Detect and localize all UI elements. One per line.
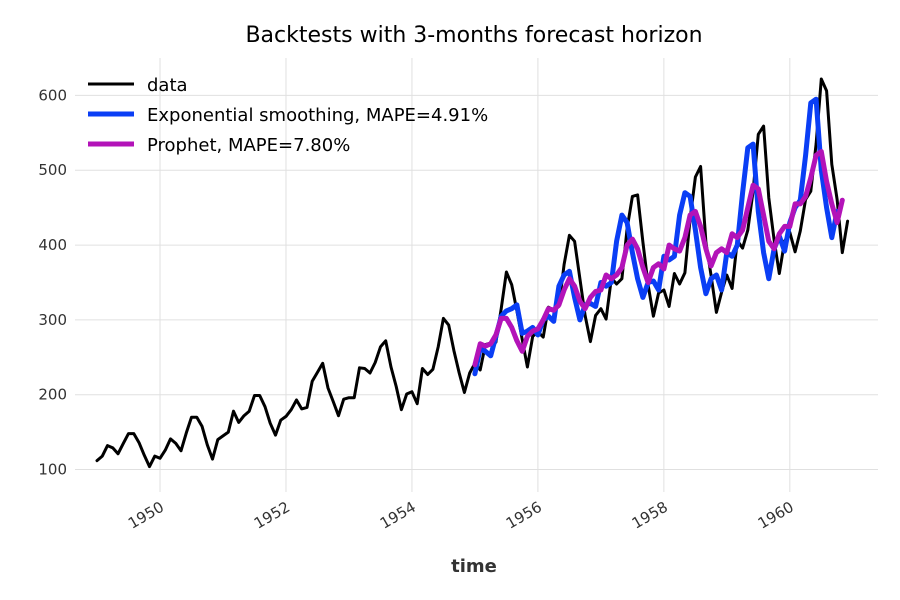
x-tick-label: 1950 [125, 498, 167, 533]
x-tick-label: 1960 [755, 498, 797, 533]
y-tick-label: 400 [38, 236, 67, 254]
x-tick-label: 1952 [251, 498, 293, 533]
x-tick-label: 1956 [503, 498, 545, 533]
y-tick-label: 100 [38, 461, 67, 479]
x-axis-ticks: 1950 1952 1954 1956 1958 1960 [125, 498, 797, 533]
legend-label: Prophet, MAPE=7.80% [147, 135, 350, 156]
grid [75, 58, 878, 492]
series-layer [95, 77, 850, 469]
y-tick-label: 600 [38, 86, 67, 104]
x-axis-label: time [451, 556, 497, 577]
legend: data Exponential smoothing, MAPE=4.91% Pro… [88, 75, 488, 156]
y-tick-label: 500 [38, 161, 67, 179]
x-tick-label: 1958 [629, 498, 671, 533]
y-tick-label: 300 [38, 311, 67, 329]
x-tick-label: 1954 [377, 498, 419, 533]
y-axis-ticks: 100 200 300 400 500 600 [38, 86, 67, 478]
series-line-3 [472, 149, 845, 368]
legend-label: Exponential smoothing, MAPE=4.91% [147, 105, 488, 126]
legend-label: data [147, 75, 188, 96]
y-tick-label: 200 [38, 386, 67, 404]
chart-title: Backtests with 3-months forecast horizon [245, 23, 702, 48]
